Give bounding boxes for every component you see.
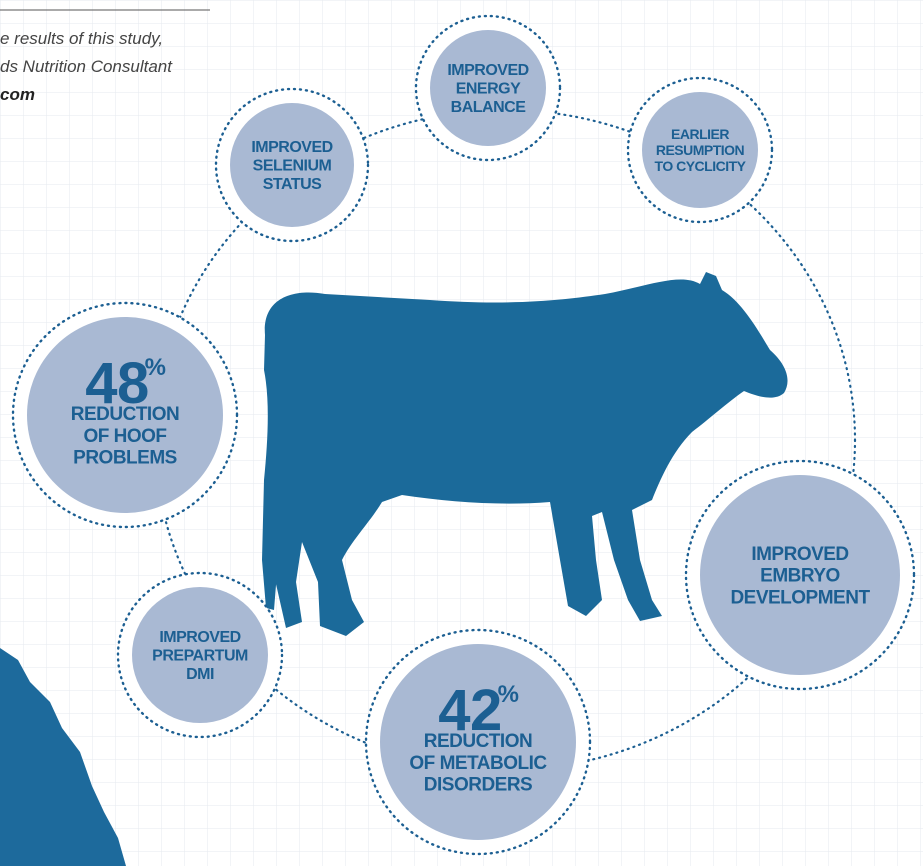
intro-line: ds Nutrition Consultant xyxy=(0,57,173,76)
infographic: e results of this study, ds Nutrition Co… xyxy=(0,0,923,866)
node-label: DEVELOPMENT xyxy=(730,588,870,609)
node-label: RESUMPTION xyxy=(656,142,745,158)
node-label: DMI xyxy=(186,666,214,683)
node-label: SELENIUM xyxy=(253,158,332,175)
node-label: OF METABOLIC xyxy=(409,753,547,774)
node-label: ENERGY xyxy=(456,81,521,98)
node-label: TO CYCLICITY xyxy=(655,158,747,174)
node-unit: % xyxy=(145,354,166,381)
node-label: IMPROVED xyxy=(447,62,528,79)
node-label: DISORDERS xyxy=(424,775,532,796)
node-unit: % xyxy=(498,681,519,708)
node-label: PREPARTUM xyxy=(152,648,248,665)
node-label: BALANCE xyxy=(451,99,527,116)
node-label: IMPROVED xyxy=(251,139,332,156)
node-label: OF HOOF xyxy=(83,426,166,447)
intro-line: com xyxy=(0,85,35,104)
node-label: PROBLEMS xyxy=(73,448,177,469)
node-label: EMBRYO xyxy=(760,566,840,587)
node-label: STATUS xyxy=(263,176,322,193)
node-label: REDUCTION xyxy=(71,404,179,425)
node-label: REDUCTION xyxy=(424,731,532,752)
intro-line: e results of this study, xyxy=(0,29,163,48)
node-label: IMPROVED xyxy=(751,544,848,565)
node-label: IMPROVED xyxy=(159,629,240,646)
node-label: EARLIER xyxy=(671,126,729,142)
